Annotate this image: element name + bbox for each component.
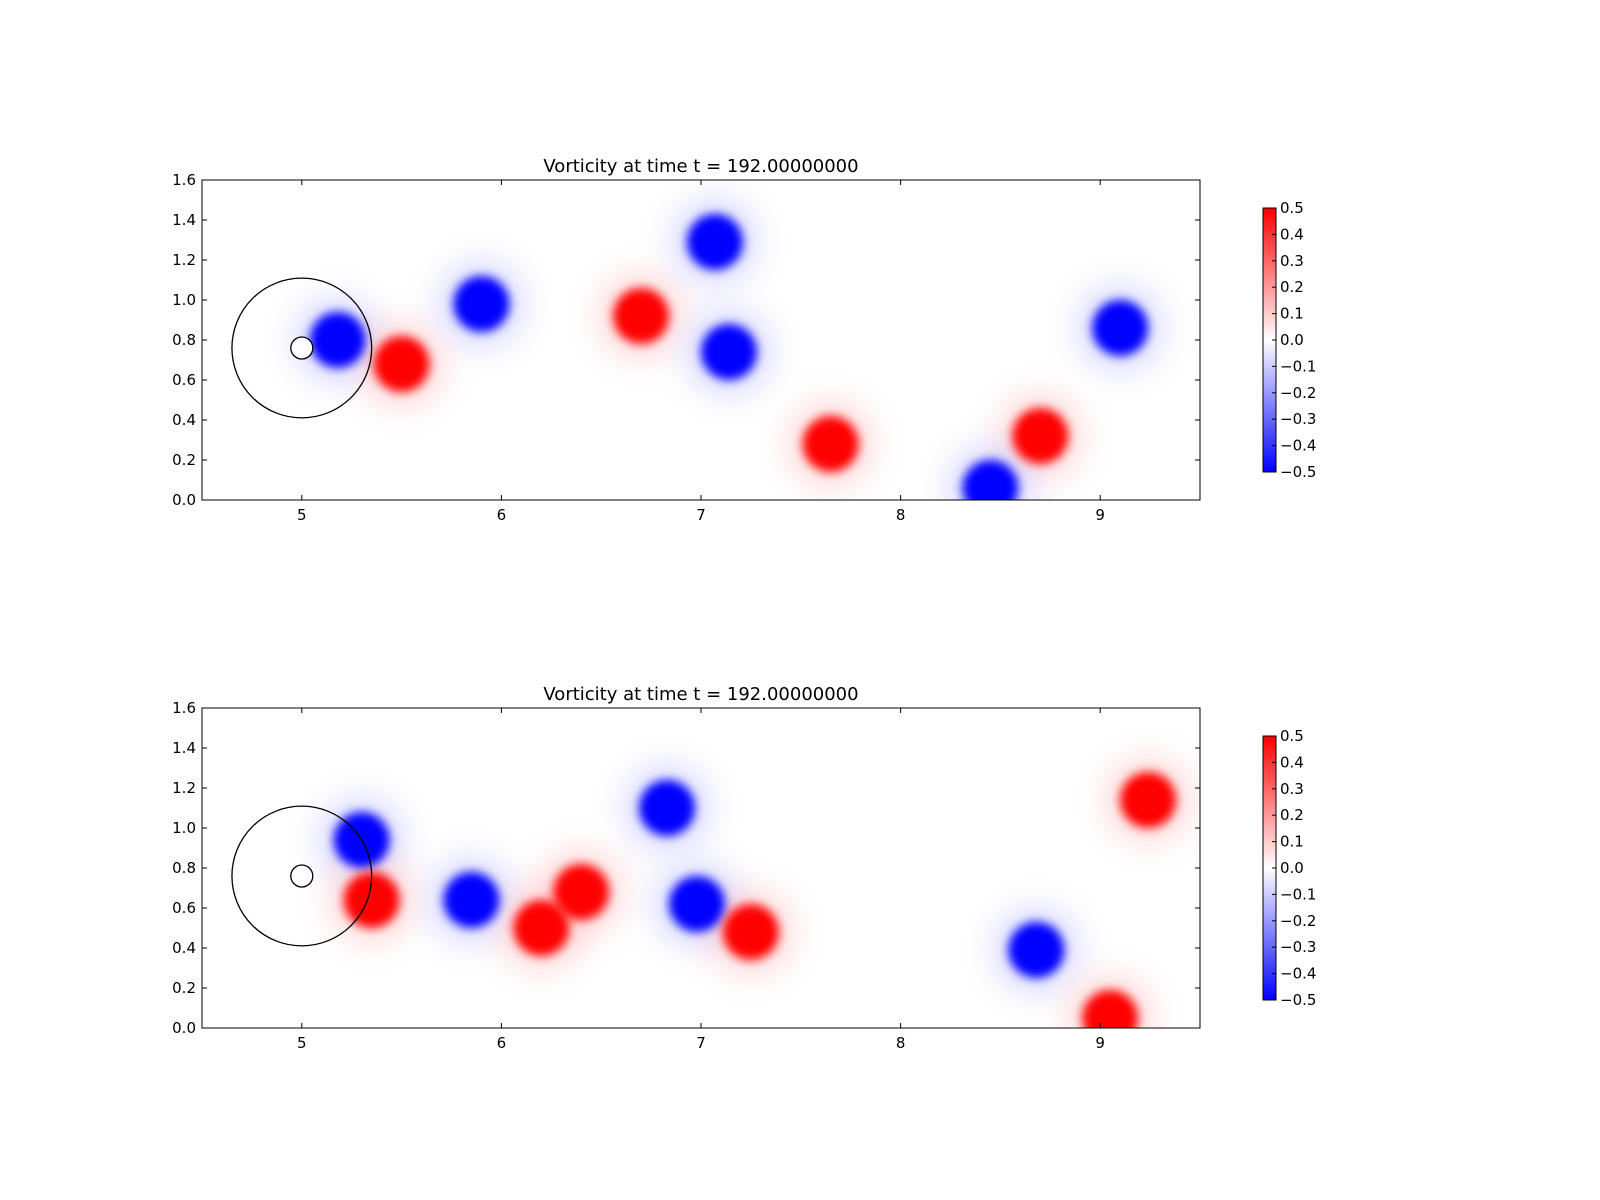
- colorbar-tick-label: 0.1: [1280, 833, 1304, 851]
- colorbar-tick-label: 0.1: [1280, 305, 1304, 323]
- negative-vortex: [443, 872, 500, 928]
- chart-title: Vorticity at time t = 192.00000000: [543, 156, 858, 177]
- negative-vortex: [686, 214, 743, 270]
- y-tick-label: 1.6: [172, 699, 196, 717]
- positive-vortex: [1012, 408, 1069, 464]
- heatmap-panel-1: 5 6 7 8 9 0.0 0.2 0.4 0.6 0.8 1.0 1.2 1.4 1.6 Vorticit…: [172, 156, 1316, 524]
- colorbar-tick-label: 0.3: [1280, 780, 1304, 798]
- colorbar-tick-label: −0.5: [1280, 463, 1316, 481]
- negative-vortex: [639, 780, 696, 836]
- x-tick-label: 6: [497, 506, 507, 524]
- colorbar-tick-label: −0.1: [1280, 885, 1316, 903]
- negative-vortex: [1008, 922, 1065, 978]
- x-tick-label: 5: [297, 1034, 307, 1052]
- positive-vortex: [513, 900, 570, 956]
- negative-vortex: [962, 460, 1019, 500]
- y-tick-label: 0.6: [172, 371, 196, 389]
- y-tick-label: 0.0: [172, 491, 196, 509]
- reference-circle: [231, 805, 373, 947]
- positive-vortex: [1082, 990, 1139, 1028]
- colorbar-tick-label: −0.2: [1280, 384, 1316, 402]
- colorbar-tick-label: 0.5: [1280, 199, 1304, 217]
- y-tick-label: 0.8: [172, 859, 196, 877]
- y-tick-label: 0.4: [172, 411, 196, 429]
- x-tick-label: 8: [896, 1034, 906, 1052]
- positive-vortex: [722, 904, 779, 960]
- x-tick-label: 9: [1095, 1034, 1105, 1052]
- colorbar-tick-label: −0.1: [1280, 357, 1316, 375]
- cylinder-outline: [290, 864, 314, 888]
- negative-vortex: [453, 276, 510, 332]
- y-tick-label: 0.2: [172, 979, 196, 997]
- x-tick-label: 8: [896, 506, 906, 524]
- y-tick-label: 0.8: [172, 331, 196, 349]
- y-tick-label: 1.4: [172, 739, 196, 757]
- colorbar-tick-label: −0.2: [1280, 912, 1316, 930]
- y-tick-label: 1.0: [172, 819, 196, 837]
- reference-circle: [231, 277, 373, 419]
- positive-vortex: [802, 416, 859, 472]
- colorbar-tick-label: −0.4: [1280, 965, 1316, 983]
- negative-vortex: [309, 312, 366, 368]
- colorbar-tick-label: 0.0: [1280, 859, 1304, 877]
- vorticity-field: [202, 708, 1200, 1028]
- colorbar-tick-label: 0.2: [1280, 278, 1304, 296]
- colorbar-tick-label: −0.3: [1280, 410, 1316, 428]
- colorbar-tick-label: 0.5: [1280, 727, 1304, 745]
- colorbar-tick-label: −0.5: [1280, 991, 1316, 1009]
- y-tick-label: 0.6: [172, 899, 196, 917]
- heatmap-panel-2: 5 6 7 8 9 0.0 0.2 0.4 0.6 0.8 1.0 1.2 1.4 1.6 Vorticit…: [172, 684, 1316, 1052]
- x-tick-label: 5: [297, 506, 307, 524]
- colorbar-tick-label: 0.4: [1280, 753, 1304, 771]
- chart-title: Vorticity at time t = 192.00000000: [543, 684, 858, 705]
- colorbar-tick-label: −0.4: [1280, 437, 1316, 455]
- y-tick-label: 1.2: [172, 779, 196, 797]
- positive-vortex: [613, 288, 670, 344]
- colorbar-tick-label: 0.4: [1280, 225, 1304, 243]
- negative-vortex: [700, 324, 757, 380]
- y-tick-label: 0.4: [172, 939, 196, 957]
- y-tick-label: 0.2: [172, 451, 196, 469]
- y-tick-label: 1.2: [172, 251, 196, 269]
- cylinder-outline: [290, 336, 314, 360]
- negative-vortex: [1092, 300, 1149, 356]
- y-tick-label: 1.0: [172, 291, 196, 309]
- vorticity-field: [202, 180, 1200, 500]
- y-tick-label: 1.6: [172, 171, 196, 189]
- positive-vortex: [373, 336, 430, 392]
- colorbar-tick-label: 0.2: [1280, 806, 1304, 824]
- x-tick-label: 7: [696, 1034, 706, 1052]
- x-tick-label: 9: [1095, 506, 1105, 524]
- colorbar-tick-label: 0.0: [1280, 331, 1304, 349]
- y-tick-label: 0.0: [172, 1019, 196, 1037]
- positive-vortex: [343, 872, 400, 928]
- x-tick-label: 7: [696, 506, 706, 524]
- positive-vortex: [1120, 772, 1177, 828]
- y-tick-label: 1.4: [172, 211, 196, 229]
- positive-vortex: [553, 864, 610, 920]
- x-tick-label: 6: [497, 1034, 507, 1052]
- negative-vortex: [669, 876, 726, 932]
- colorbar-tick-label: −0.3: [1280, 938, 1316, 956]
- colorbar-tick-label: 0.3: [1280, 252, 1304, 270]
